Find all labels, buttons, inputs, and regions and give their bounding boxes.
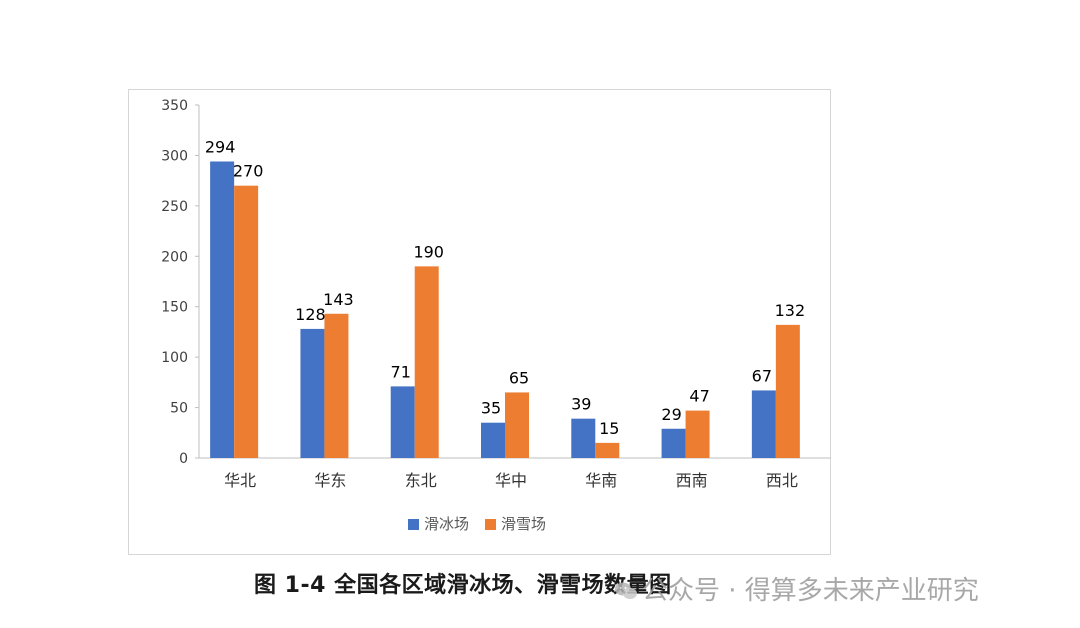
watermark: 公众号 · 得算多未来产业研究 <box>614 570 979 607</box>
bar-ice <box>571 418 596 458</box>
data-label: 47 <box>689 387 709 406</box>
wechat-icon <box>615 582 637 599</box>
y-tick-label: 150 <box>161 300 188 316</box>
data-label: 35 <box>481 399 501 418</box>
bar-ice <box>210 161 235 458</box>
x-tick-label: 东北 <box>405 471 437 490</box>
data-label: 128 <box>295 305 326 324</box>
data-label: 143 <box>323 290 354 309</box>
data-label: 65 <box>509 368 529 387</box>
figure-caption: 图 1-4 全国各区域滑冰场、滑雪场数量图 <box>254 573 672 598</box>
y-tick-label: 300 <box>161 148 188 164</box>
x-tick-label: 西北 <box>766 471 798 490</box>
bar-ice <box>300 328 325 458</box>
bar-ice <box>390 386 415 458</box>
watermark-text: 公众号 · 得算多未来产业研究 <box>642 576 979 606</box>
legend-swatch <box>485 519 496 530</box>
chart-frame: 0 50 100 150 200 250 300 350 294 270 华北 128 143 华东 71 1… <box>128 89 831 555</box>
x-tick-label: 华南 <box>585 471 617 490</box>
y-tick-label: 0 <box>179 451 188 467</box>
bar-snow <box>234 185 259 458</box>
x-tick-label: 西南 <box>676 471 708 490</box>
data-label: 132 <box>775 301 806 320</box>
data-label: 15 <box>599 419 619 438</box>
data-label: 29 <box>661 405 681 424</box>
y-tick-label: 100 <box>161 350 188 366</box>
legend-swatch <box>408 519 419 530</box>
bar-snow <box>775 324 800 458</box>
y-tick-label: 350 <box>161 98 188 114</box>
y-tick-label: 50 <box>170 401 188 417</box>
x-tick-label: 华北 <box>224 471 256 490</box>
bar-ice <box>661 428 686 458</box>
data-label: 39 <box>571 395 591 414</box>
data-label: 294 <box>205 137 236 156</box>
bar-snow <box>505 392 529 458</box>
legend-entry: 滑冰场 <box>424 515 469 533</box>
bar-snow <box>414 266 439 458</box>
bar-snow <box>595 442 620 458</box>
legend-entry: 滑雪场 <box>501 515 546 533</box>
data-label: 270 <box>233 162 264 181</box>
data-label: 190 <box>413 242 444 261</box>
bar-snow <box>324 313 349 458</box>
data-label: 67 <box>752 366 772 385</box>
bar-ice <box>481 422 505 458</box>
x-tick-label: 华东 <box>314 471 346 490</box>
y-tick-label: 250 <box>161 199 188 215</box>
x-tick-label: 华中 <box>495 471 527 490</box>
bar-ice <box>751 390 776 458</box>
data-label: 71 <box>391 362 411 381</box>
bar-snow <box>685 410 710 458</box>
y-tick-label: 200 <box>161 249 188 265</box>
